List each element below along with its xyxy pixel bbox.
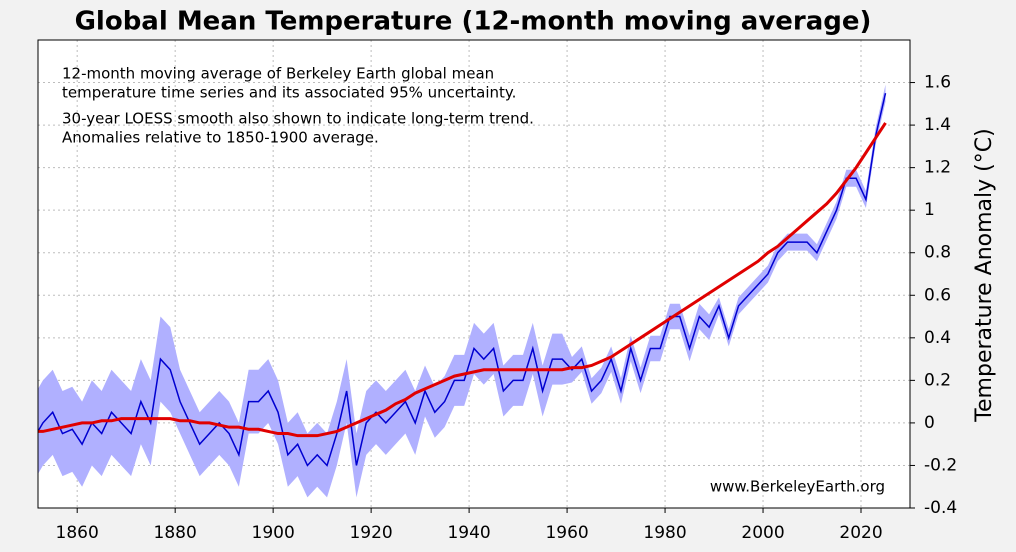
annotation: temperature time series and its associat… xyxy=(62,84,516,102)
x-tick-label: 1940 xyxy=(447,523,490,543)
x-tick-label: 1900 xyxy=(252,523,295,543)
y-tick-label: 1.6 xyxy=(924,73,951,93)
chart-title: Global Mean Temperature (12-month moving… xyxy=(75,7,872,37)
annotation: Anomalies relative to 1850-1900 average. xyxy=(62,129,379,147)
annotation: 30-year LOESS smooth also shown to indic… xyxy=(62,110,534,128)
x-tick-label: 2000 xyxy=(741,523,784,543)
uncertainty-band xyxy=(38,84,886,498)
annotation: 12-month moving average of Berkeley Eart… xyxy=(62,65,494,83)
plot-frame xyxy=(37,39,911,509)
x-tick-label: 2020 xyxy=(839,523,882,543)
x-tick-label: 1880 xyxy=(154,523,197,543)
x-tick-label: 1860 xyxy=(56,523,99,543)
x-tick-label: 1960 xyxy=(545,523,588,543)
series-group xyxy=(38,84,887,498)
y-tick-label: 0.2 xyxy=(924,370,951,390)
loess-smooth xyxy=(38,122,887,438)
x-tick-label: 1920 xyxy=(349,523,392,543)
temperature-line xyxy=(38,93,887,467)
y-tick-label: 1.2 xyxy=(924,158,951,178)
y-axis-label: Temperature Anomaly (°C) xyxy=(972,128,997,422)
y-tick-label: -0.4 xyxy=(924,498,957,518)
y-tick-label: 1 xyxy=(924,200,935,220)
y-tick-label: 1.4 xyxy=(924,115,951,135)
source: www.BerkeleyEarth.org xyxy=(710,478,885,496)
y-tick-label: 0.6 xyxy=(924,285,951,305)
y-tick-label: -0.2 xyxy=(924,455,957,475)
x-tick-label: 1980 xyxy=(643,523,686,543)
y-tick-label: 0 xyxy=(924,413,935,433)
y-tick-label: 0.4 xyxy=(924,328,951,348)
y-tick-label: 0.8 xyxy=(924,243,951,263)
